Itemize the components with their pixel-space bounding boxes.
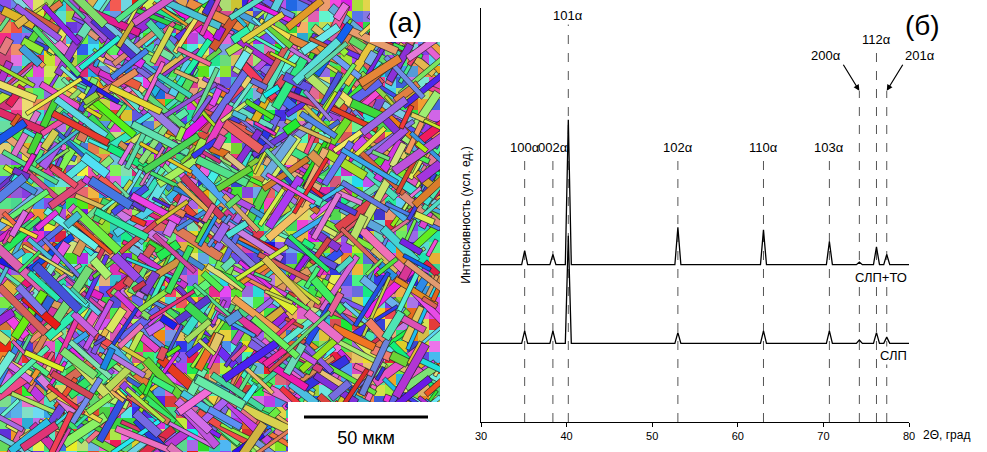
svg-text:50: 50	[646, 430, 658, 442]
svg-text:002α: 002α	[538, 140, 568, 155]
svg-text:50 мкм: 50 мкм	[337, 428, 395, 448]
svg-text:103α: 103α	[814, 140, 844, 155]
svg-text:112α: 112α	[862, 32, 891, 47]
svg-text:100α: 100α	[510, 140, 540, 155]
svg-text:102α: 102α	[663, 140, 693, 155]
svg-text:СЛП: СЛП	[880, 348, 907, 363]
svg-text:110α: 110α	[749, 140, 778, 155]
svg-text:101α: 101α	[553, 8, 583, 23]
svg-text:СЛП+ТО: СЛП+ТО	[855, 270, 907, 285]
svg-text:80: 80	[903, 430, 915, 442]
svg-text:30: 30	[475, 430, 487, 442]
svg-text:201α: 201α	[905, 48, 935, 63]
svg-text:40: 40	[560, 430, 572, 442]
svg-text:(б): (б)	[905, 10, 940, 41]
svg-text:Интенсивность (усл. ед.): Интенсивность (усл. ед.)	[459, 146, 473, 284]
svg-text:60: 60	[732, 430, 744, 442]
svg-text:200α: 200α	[811, 48, 841, 63]
svg-text:(а): (а)	[388, 7, 422, 38]
svg-text:2Θ, град: 2Θ, град	[923, 428, 970, 442]
svg-text:70: 70	[817, 430, 829, 442]
